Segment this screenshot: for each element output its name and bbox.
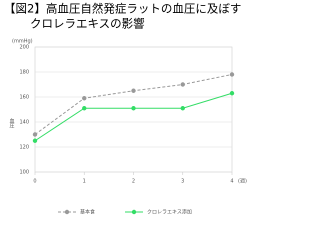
x-tick-label: 3 <box>181 179 184 185</box>
point <box>131 88 136 93</box>
y-tick-label: 160 <box>19 95 29 101</box>
legend-marker <box>131 209 137 215</box>
point <box>32 138 38 143</box>
point <box>82 106 87 111</box>
legend-marker <box>64 209 70 215</box>
chart-title: クロレラエキスの影響 <box>30 17 145 31</box>
y-tick-label: 180 <box>19 70 29 76</box>
chart: 【図2】高血圧自然発症ラットの血圧に及ぼす クロレラエキスの影響 (mmHg) … <box>4 2 247 216</box>
point <box>180 82 185 87</box>
x-tick-label: 1 <box>83 179 86 185</box>
x-tick-label: 4 <box>230 179 233 185</box>
y-tick-label: 140 <box>19 120 29 126</box>
legend-label: クロレラエキス添加 <box>147 209 192 216</box>
x-tick-label: 0 <box>33 179 36 185</box>
chart-title: 【図2】高血圧自然発症ラットの血圧に及ぼす <box>4 2 241 16</box>
point <box>229 91 235 96</box>
point <box>229 72 235 77</box>
point <box>82 96 87 101</box>
x-tick-label: 2 <box>132 179 135 185</box>
y-unit: (mmHg) <box>12 39 33 45</box>
y-tick-label: 200 <box>19 45 29 51</box>
series-line <box>34 92 233 142</box>
y-label: 血圧 <box>9 117 15 129</box>
y-tick-label: 120 <box>19 145 29 151</box>
point <box>131 106 136 111</box>
y-tick-label: 100 <box>19 170 29 176</box>
point <box>32 132 38 137</box>
series-line <box>34 74 233 135</box>
legend-label: 基本食 <box>80 209 95 216</box>
point <box>180 106 185 111</box>
x-unit: (週) <box>238 178 247 185</box>
